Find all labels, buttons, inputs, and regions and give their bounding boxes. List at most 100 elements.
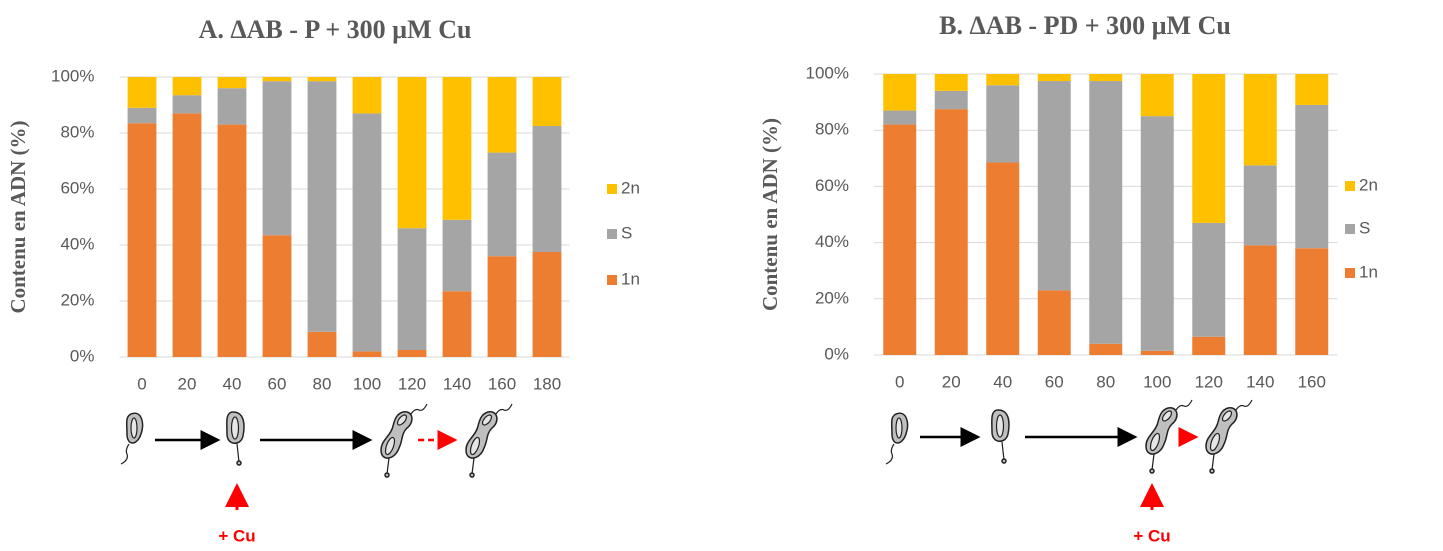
bar-segment — [1243, 74, 1277, 166]
holdfast — [1001, 458, 1007, 464]
bar-segment — [397, 228, 427, 350]
bar-segment — [127, 123, 157, 357]
holdfast — [1149, 468, 1155, 474]
legend-swatch — [1345, 181, 1355, 191]
stalk — [236, 443, 240, 463]
cell-icon — [1205, 399, 1253, 474]
bar-segment — [397, 77, 427, 229]
bar-segment — [442, 291, 472, 357]
legend-swatch — [1345, 268, 1355, 278]
y-axis-label: Contenu en ADN (%) — [758, 118, 782, 311]
x-tick-label: 60 — [268, 374, 287, 393]
bar-segment — [217, 124, 247, 357]
cell-inner — [481, 414, 493, 426]
cell-inner — [384, 436, 396, 456]
bar-segment — [532, 77, 562, 126]
x-tick-label: 120 — [398, 374, 426, 393]
bar-segment — [1243, 245, 1277, 355]
legend-label: S — [1359, 218, 1370, 237]
flagellum — [495, 403, 513, 415]
flagellum — [120, 443, 130, 465]
cell-icon — [1145, 399, 1193, 474]
bar-segment — [172, 113, 202, 358]
bar-segment — [1089, 343, 1123, 355]
x-tick-label: 60 — [1045, 372, 1064, 391]
cell-inner — [230, 416, 240, 440]
x-tick-label: 0 — [137, 374, 146, 393]
legend-label: 2n — [621, 178, 640, 197]
flagellum — [885, 443, 895, 465]
x-tick-label: 40 — [993, 372, 1012, 391]
x-tick-label: 140 — [1246, 372, 1274, 391]
y-axis-label: Contenu en ADN (%) — [6, 120, 30, 313]
bar-segment — [1140, 116, 1174, 351]
bar-segment — [1140, 350, 1174, 355]
legend-swatch — [607, 229, 617, 239]
flagellum — [410, 403, 428, 415]
bar-segment — [934, 109, 968, 355]
cell-icon — [226, 411, 245, 466]
bar-segment — [986, 74, 1020, 86]
x-tick-label: 20 — [942, 372, 961, 391]
legend-swatch — [1345, 224, 1355, 234]
bar-segment — [883, 110, 917, 125]
cell-icon — [120, 412, 144, 465]
bar-segment — [1295, 104, 1329, 249]
bar-segment — [307, 81, 337, 332]
cell-icon — [380, 403, 428, 478]
bar-segment — [352, 77, 382, 114]
x-tick-label: 160 — [488, 374, 516, 393]
cell-icon — [885, 412, 909, 465]
chart-title: A. ΔAB - P + 300 µM Cu — [199, 15, 472, 44]
bar-segment — [172, 95, 202, 114]
x-tick-label: 100 — [353, 374, 381, 393]
legend-swatch — [607, 184, 617, 194]
bar-segment — [1037, 74, 1071, 82]
cell-icon — [991, 409, 1010, 464]
y-tick-label: 20% — [815, 288, 849, 307]
cell-inner — [396, 414, 408, 426]
cell-inner — [130, 417, 138, 439]
bar-segment — [487, 77, 517, 153]
cell-inner — [1161, 410, 1173, 422]
bar-segment — [986, 162, 1020, 355]
bar-segment — [934, 74, 968, 91]
y-tick-label: 60% — [60, 178, 94, 197]
stalk — [1211, 453, 1215, 471]
bar-segment — [397, 350, 427, 357]
x-tick-label: 20 — [178, 374, 197, 393]
bar-segment — [883, 74, 917, 111]
bar-segment — [217, 88, 247, 125]
flagellum — [1235, 399, 1253, 411]
y-tick-label: 40% — [60, 234, 94, 253]
holdfast — [384, 472, 390, 478]
bar-segment — [1089, 81, 1123, 344]
y-tick-label: 80% — [60, 122, 94, 141]
cell-icon — [465, 403, 513, 478]
bar-segment — [352, 113, 382, 352]
bar-segment — [172, 77, 202, 96]
legend-label: 1n — [1359, 262, 1378, 281]
x-tick-label: 100 — [1143, 372, 1171, 391]
bar-segment — [262, 77, 292, 82]
cell-inner — [1209, 432, 1221, 452]
bar-segment — [1192, 336, 1226, 355]
stalk — [1151, 453, 1155, 471]
stalk — [386, 457, 390, 475]
bar-segment — [532, 126, 562, 252]
y-tick-label: 20% — [60, 290, 94, 309]
y-tick-label: 0% — [824, 344, 849, 363]
bar-segment — [352, 351, 382, 357]
x-tick-label: 160 — [1298, 372, 1326, 391]
x-tick-label: 80 — [1096, 372, 1115, 391]
x-tick-label: 40 — [223, 374, 242, 393]
y-tick-label: 40% — [815, 232, 849, 251]
y-tick-label: 0% — [70, 346, 95, 365]
x-tick-label: 140 — [443, 374, 471, 393]
bar-segment — [1295, 248, 1329, 355]
bar-segment — [487, 152, 517, 257]
bar-segment — [1037, 290, 1071, 355]
cell-inner — [995, 414, 1005, 438]
y-tick-label: 80% — [815, 120, 849, 139]
